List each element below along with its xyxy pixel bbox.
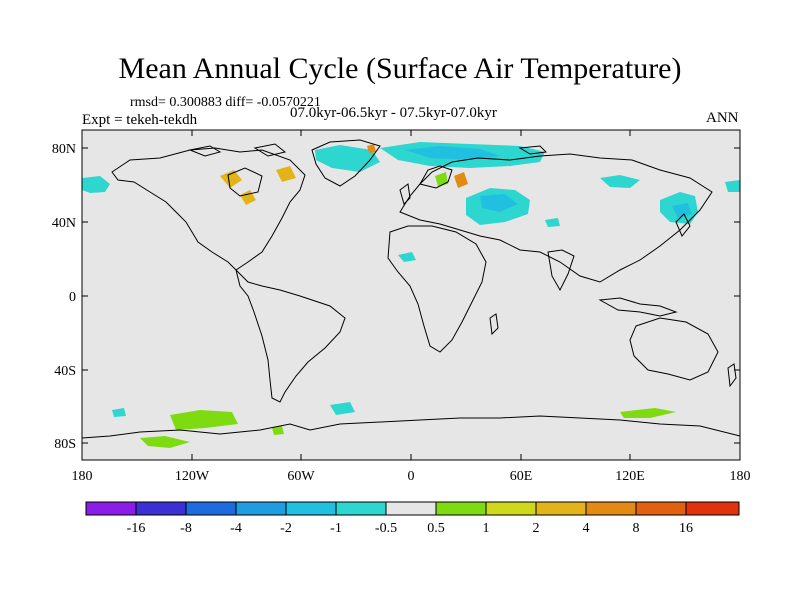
coast-arctic-islands	[188, 145, 222, 157]
experiment-label: Expt = tekeh-tekdh	[82, 112, 198, 128]
lon-tick-label: 60W	[287, 469, 315, 484]
lon-tick-label: 0	[408, 469, 415, 484]
period-label: 07.0kyr-06.5kyr - 07.5kyr-07.0kyr	[290, 105, 497, 121]
colorbar-label: -2	[280, 521, 292, 536]
map-panel	[81, 129, 741, 461]
colorbar-label: -16	[127, 521, 146, 536]
lat-tick-label: 40S	[54, 364, 76, 379]
lon-tick-label: 180	[730, 469, 751, 484]
colorbar-label: 0.5	[427, 521, 445, 536]
colorbar-swatch	[685, 501, 740, 516]
colorbar-swatch	[335, 501, 387, 516]
coast-new-zealand	[727, 363, 737, 388]
coast-india	[547, 249, 575, 292]
coast-scandinavia	[419, 165, 453, 189]
coast-antarctica	[81, 415, 741, 439]
coast-british-isles	[399, 183, 411, 205]
colorbar-label: -1	[330, 521, 342, 536]
warm-anomaly-regions	[140, 144, 676, 448]
coast-hudson-bay	[227, 167, 263, 197]
coast-australia	[629, 317, 719, 381]
colorbar-swatch	[435, 501, 487, 516]
colorbar-label: 16	[679, 521, 693, 536]
lon-axis	[81, 130, 741, 460]
colorbar-swatch	[635, 501, 687, 516]
lat-tick-label: 0	[69, 290, 76, 305]
lon-tick-label: 60E	[510, 469, 533, 484]
colorbar-label: 8	[633, 521, 640, 536]
colorbar-swatch	[385, 501, 437, 516]
colorbar-swatch	[135, 501, 187, 516]
coast-africa	[387, 225, 487, 353]
coast-greenland	[311, 139, 381, 187]
colorbar-label: 4	[583, 521, 590, 536]
coast-indonesia	[598, 297, 678, 317]
cool-anomaly-core	[405, 146, 692, 218]
colorbar	[85, 501, 740, 516]
coast-south-america	[235, 268, 346, 403]
coast-madagascar	[489, 313, 499, 336]
season-label: ANN	[706, 110, 739, 126]
lat-tick-label: 40N	[52, 216, 76, 231]
lon-tick-label: 120W	[175, 469, 210, 484]
colorbar-label: -8	[180, 521, 192, 536]
stats-line: rmsd= 0.300883 diff= -0.0570221	[130, 95, 321, 110]
lon-tick-label: 120E	[615, 469, 645, 484]
coast-japan	[675, 213, 691, 237]
coast-eurasia	[399, 153, 713, 283]
colorbar-swatch	[235, 501, 287, 516]
colorbar-label: -4	[230, 521, 242, 536]
plot-title: Mean Annual Cycle (Surface Air Temperatu…	[118, 52, 682, 85]
colorbar-labels: -16 -8 -4 -2 -1 -0.5 0.5 1 2 4 8 16	[127, 521, 693, 536]
colorbar-swatch	[85, 501, 137, 516]
coast-north-america	[111, 147, 306, 271]
colorbar-swatch	[185, 501, 237, 516]
colorbar-swatch	[485, 501, 537, 516]
lat-axis	[82, 147, 740, 444]
lat-tick-label: 80N	[52, 142, 76, 157]
coastlines	[81, 139, 741, 439]
colorbar-swatch	[285, 501, 337, 516]
lat-tick-label: 80S	[54, 437, 76, 452]
colorbar-swatch	[585, 501, 637, 516]
colorbar-label: 2	[533, 521, 540, 536]
lon-tick-label: 180	[72, 469, 93, 484]
colorbar-swatch	[535, 501, 587, 516]
colorbar-label: 1	[483, 521, 490, 536]
colorbar-label: -0.5	[375, 521, 397, 536]
